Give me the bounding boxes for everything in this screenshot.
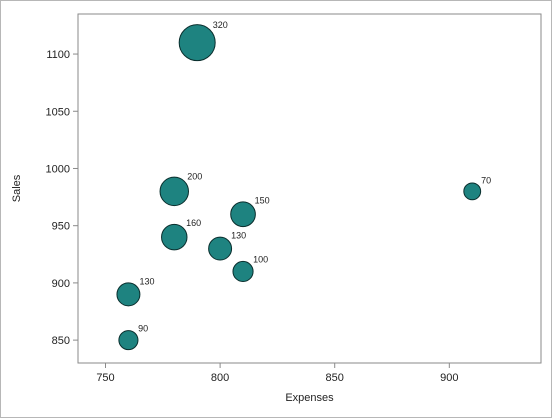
bubble <box>178 24 216 62</box>
bubble <box>232 260 254 283</box>
x-tick-label: 750 <box>96 372 114 384</box>
y-axis-ticks: 850 900 950 1000 1050 1100 <box>46 49 78 347</box>
bubble-data-label: 70 <box>481 175 491 185</box>
bubble-data-label: 130 <box>139 276 154 286</box>
bubble-data-label: 200 <box>187 171 202 181</box>
x-tick-label: 800 <box>211 372 229 384</box>
bubble-data-label: 130 <box>231 231 246 241</box>
bubble <box>161 223 188 251</box>
bubbles <box>116 24 482 351</box>
x-axis-ticks: 750 800 850 900 <box>96 363 458 384</box>
y-tick-label: 900 <box>52 278 70 290</box>
bubble-data-label: 150 <box>255 196 270 206</box>
bubble-data-label: 320 <box>213 20 228 30</box>
y-axis-label: Sales <box>11 174 23 202</box>
bubble <box>463 182 482 201</box>
y-tick-label: 1000 <box>46 163 70 175</box>
bubble-labels: 320 70 200 150 160 130 100 130 90 <box>138 20 491 333</box>
y-tick-label: 850 <box>52 335 70 347</box>
bubble <box>208 236 233 261</box>
y-tick-label: 950 <box>52 221 70 233</box>
y-tick-label: 1100 <box>46 49 70 61</box>
x-axis-label: Expenses <box>285 392 334 404</box>
bubble <box>230 201 256 228</box>
plot-area <box>77 13 542 364</box>
x-tick-label: 900 <box>440 372 458 384</box>
y-tick-label: 1050 <box>46 106 70 118</box>
bubble-data-label: 100 <box>253 254 268 264</box>
bubble <box>159 176 189 207</box>
bubble <box>118 330 139 351</box>
bubble <box>116 282 141 307</box>
bubble-data-label: 160 <box>186 218 201 228</box>
bubble-data-label: 90 <box>138 323 148 333</box>
x-tick-label: 850 <box>326 372 344 384</box>
